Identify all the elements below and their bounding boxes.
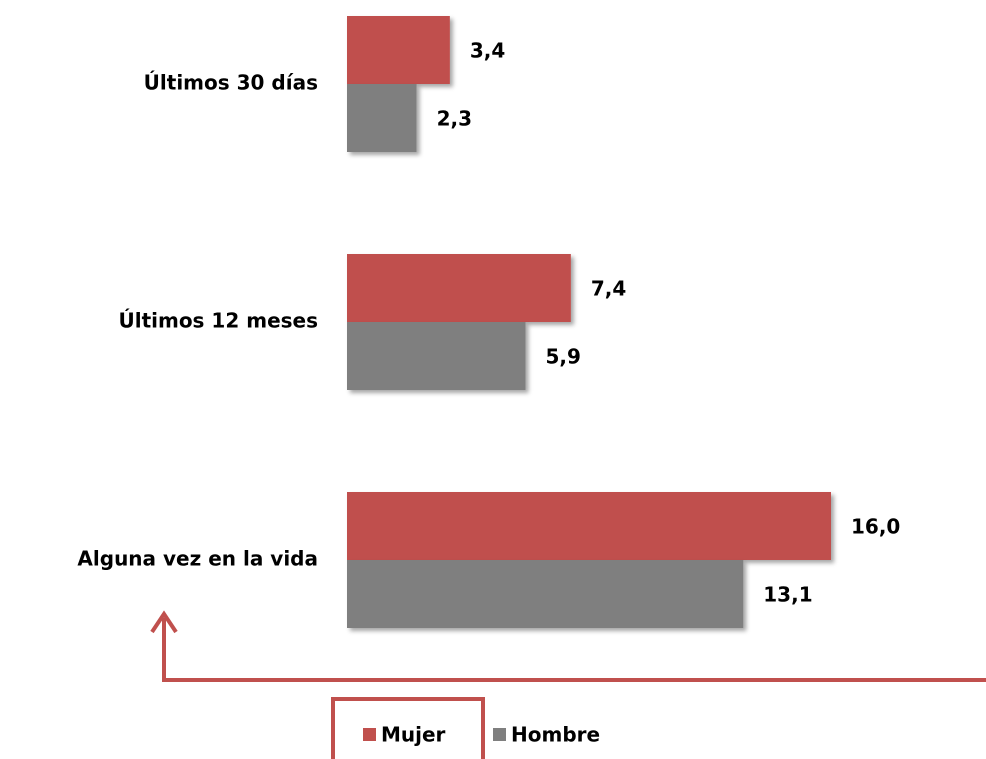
annotation-arrow [150, 610, 986, 682]
bar [347, 254, 571, 322]
value-label: 3,4 [470, 39, 505, 63]
legend-swatch [493, 728, 506, 741]
bar [347, 560, 744, 628]
category-label: Últimos 12 meses [118, 309, 318, 333]
value-label: 7,4 [591, 277, 626, 301]
legend-label: Mujer [381, 723, 446, 747]
legend-label: Hombre [511, 723, 600, 747]
value-label: 16,0 [851, 515, 900, 539]
bar [347, 492, 831, 560]
category-label: Alguna vez en la vida [77, 547, 318, 571]
legend-highlight [331, 697, 485, 759]
value-label: 5,9 [545, 345, 580, 369]
bar [347, 84, 417, 152]
legend-swatch [363, 728, 376, 741]
value-label: 13,1 [763, 583, 812, 607]
bar [347, 322, 526, 390]
category-label: Últimos 30 días [144, 71, 318, 95]
arrow-head [150, 610, 178, 634]
bar [347, 16, 450, 84]
value-label: 2,3 [437, 107, 472, 131]
arrow-line [162, 618, 986, 682]
